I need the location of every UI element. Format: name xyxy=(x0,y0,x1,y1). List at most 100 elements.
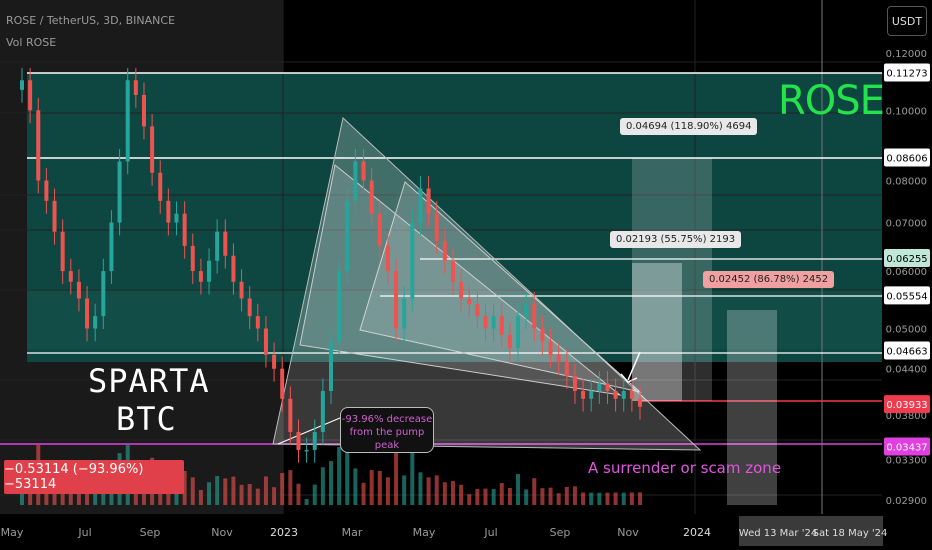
volume-bar xyxy=(475,489,480,505)
volume-bar xyxy=(280,473,285,505)
candle-body xyxy=(467,298,472,305)
candle-body xyxy=(125,80,130,162)
price-tag xyxy=(884,395,930,414)
volume-bar xyxy=(198,490,203,505)
candle-body xyxy=(231,255,236,282)
ticker-label: ROSE xyxy=(778,78,885,124)
y-tick-label: 0.07000 xyxy=(886,219,927,230)
volume-bar xyxy=(483,488,488,505)
volume-bar xyxy=(353,468,358,505)
y-tick-label: 0.12000 xyxy=(886,49,927,60)
currency-button[interactable]: USDT xyxy=(887,6,927,36)
x-tick-label: Sep xyxy=(140,526,161,539)
candle-body xyxy=(418,188,423,223)
price-tag-label: 0.06255 xyxy=(886,254,927,265)
volume-bar xyxy=(434,475,439,505)
x-tick-label: Mar xyxy=(342,526,363,539)
x-tick-label: May xyxy=(1,526,24,539)
volume-bar xyxy=(20,491,24,505)
candle-body xyxy=(207,260,212,282)
candle-body xyxy=(613,390,618,399)
volume-bar xyxy=(345,447,350,505)
candle-body xyxy=(320,390,325,432)
volume-bar xyxy=(402,475,407,505)
volume-label: Vol ROSE xyxy=(6,36,57,49)
price-tag xyxy=(884,341,930,360)
volume-bar xyxy=(190,477,195,505)
price-tag xyxy=(884,148,930,167)
volume-bar xyxy=(564,486,569,505)
candle-body xyxy=(499,316,504,335)
candle-body xyxy=(182,213,187,246)
candle-body xyxy=(85,298,90,329)
x-tick-labels: May Jul Sep Nov 2023 Mar May Jul Sep Nov 2024 xyxy=(1,526,711,539)
candle-body xyxy=(28,80,33,111)
measure-box-1 xyxy=(632,158,712,401)
volume-bar xyxy=(272,487,277,505)
candle-body xyxy=(426,188,431,214)
candle-body xyxy=(507,334,512,348)
candle-body xyxy=(385,245,390,272)
volume-bar xyxy=(239,484,244,505)
measure-label-2: 0.02193 (55.75%) 2193 xyxy=(610,231,742,248)
candle-body xyxy=(109,222,114,272)
volume-bar xyxy=(524,489,529,505)
x-tick-label: 2024 xyxy=(683,526,711,539)
x-tick-label: Nov xyxy=(211,526,233,539)
candle-body xyxy=(52,200,57,232)
volume-bar xyxy=(223,478,228,505)
candle-body xyxy=(532,304,537,329)
candle-body xyxy=(361,161,366,181)
volume-bar xyxy=(337,447,342,505)
volume-bar xyxy=(450,481,455,505)
candle-body xyxy=(60,231,65,272)
price-tags: 0.11273 0.08606 0.06255 0.05554 0.04663 0.039… xyxy=(884,63,930,456)
volume-bar xyxy=(491,489,496,505)
y-tick-label: 0.06000 xyxy=(886,267,927,278)
date-badge xyxy=(739,516,817,546)
candle-body xyxy=(239,281,244,299)
x-tick-label: Jul xyxy=(483,526,497,539)
candle-body xyxy=(597,383,602,391)
x-tick-label: Jul xyxy=(77,526,91,539)
candle-body xyxy=(329,341,333,391)
candle-body xyxy=(353,161,358,201)
candle-body xyxy=(223,231,228,256)
x-tick-label: 2023 xyxy=(270,526,298,539)
candle-body xyxy=(44,180,49,201)
price-tag xyxy=(884,63,930,82)
y-tick-label: 0.10000 xyxy=(886,106,927,117)
volume-bar xyxy=(605,492,610,505)
measure-label-3: 0.02452 (86.78%) 2452 xyxy=(703,271,835,288)
volume-bar xyxy=(312,484,317,505)
volume-bar xyxy=(426,477,431,505)
price-tag xyxy=(884,286,930,305)
candle-body xyxy=(68,271,73,282)
candle-body xyxy=(442,241,447,261)
loss-measure-label: −0.53114 (−93.96%) −53114 xyxy=(4,460,184,494)
candle-body xyxy=(450,260,455,282)
volume-bar xyxy=(288,470,293,505)
volume-bar xyxy=(369,470,374,505)
measure-box-2 xyxy=(632,263,682,401)
candle-body xyxy=(198,271,203,282)
volume-bar xyxy=(418,472,423,505)
volume-bar xyxy=(548,487,553,505)
measure-box-3 xyxy=(727,310,777,505)
candle-body xyxy=(20,80,24,90)
candle-body xyxy=(638,398,642,407)
candle-body xyxy=(621,390,626,399)
candle-body xyxy=(174,213,179,223)
volume-bar xyxy=(93,489,98,505)
candle-body xyxy=(581,390,586,399)
price-tag-label: 0.04663 xyxy=(886,346,927,357)
y-tick-label: 0.02900 xyxy=(886,496,927,507)
candle-body xyxy=(564,361,569,376)
volume-bar xyxy=(231,476,236,505)
candle-body xyxy=(296,431,301,450)
volume-bar xyxy=(304,499,309,505)
candle-body xyxy=(93,316,98,329)
volume-bar xyxy=(516,474,521,505)
volume-bar xyxy=(556,493,561,505)
volume-bar xyxy=(385,477,390,505)
